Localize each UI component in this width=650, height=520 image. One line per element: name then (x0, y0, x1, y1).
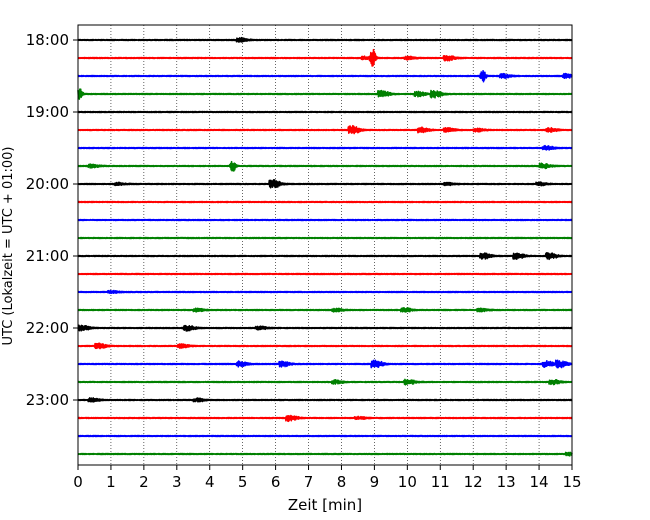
x-tick-label-15: 15 (562, 473, 581, 491)
trace-2015 (77, 200, 573, 204)
trace-1915 (77, 124, 573, 135)
trace-2130 (77, 289, 573, 295)
y-axis: 18:00 19:00 20:00 21:00 22:00 23:00 (26, 31, 78, 409)
x-axis-label: Zeit [min] (288, 496, 362, 514)
y-tick-label-2: 20:00 (26, 175, 69, 193)
x-tick-label-10: 10 (398, 473, 417, 491)
trace-2330 (77, 434, 573, 438)
y-tick-label-3: 21:00 (26, 247, 69, 265)
trace-2300 (77, 397, 573, 403)
trace-2230 (77, 359, 573, 369)
x-tick-label-4: 4 (205, 473, 215, 491)
y-tick-label-1: 19:00 (26, 103, 69, 121)
grid-lines (110, 25, 540, 465)
trace-1830 (77, 70, 573, 83)
trace-2245 (77, 378, 573, 386)
y-tick-label-0: 18:00 (26, 31, 69, 49)
trace-2100 (77, 251, 573, 261)
x-tick-label-13: 13 (497, 473, 516, 491)
trace-group (77, 36, 573, 457)
trace-2200 (77, 324, 573, 332)
trace-2115 (77, 272, 573, 276)
x-tick-label-9: 9 (370, 473, 380, 491)
x-tick-label-12: 12 (464, 473, 483, 491)
x-tick-label-1: 1 (106, 473, 116, 491)
x-tick-label-14: 14 (530, 473, 549, 491)
trace-1815 (77, 48, 573, 67)
trace-1945 (77, 160, 573, 172)
y-tick-label-5: 23:00 (26, 391, 69, 409)
y-tick-label-4: 22:00 (26, 319, 69, 337)
y-axis-label: UTC (Lokalzeit = UTC + 01:00) (1, 147, 16, 346)
trace-1800 (77, 36, 573, 43)
x-tick-label-5: 5 (238, 473, 248, 491)
trace-2345 (77, 451, 573, 457)
trace-2045 (77, 236, 573, 240)
x-tick-label-8: 8 (337, 473, 347, 491)
trace-1845 (77, 88, 573, 100)
trace-2315 (77, 414, 573, 423)
x-tick-label-2: 2 (139, 473, 149, 491)
x-tick-label-0: 0 (73, 473, 83, 491)
trace-2000 (77, 179, 573, 189)
trace-1930 (77, 144, 573, 151)
trace-1900 (77, 110, 573, 114)
trace-2030 (77, 218, 573, 222)
trace-2145 (77, 307, 573, 313)
x-tick-label-11: 11 (431, 473, 450, 491)
x-axis: 0 1 2 3 4 5 6 7 8 9 10 11 12 13 14 15 (73, 465, 582, 491)
x-tick-label-6: 6 (271, 473, 281, 491)
trace-2215 (77, 342, 573, 350)
x-tick-label-3: 3 (172, 473, 182, 491)
plot-frame (77, 24, 573, 466)
x-tick-label-7: 7 (304, 473, 314, 491)
